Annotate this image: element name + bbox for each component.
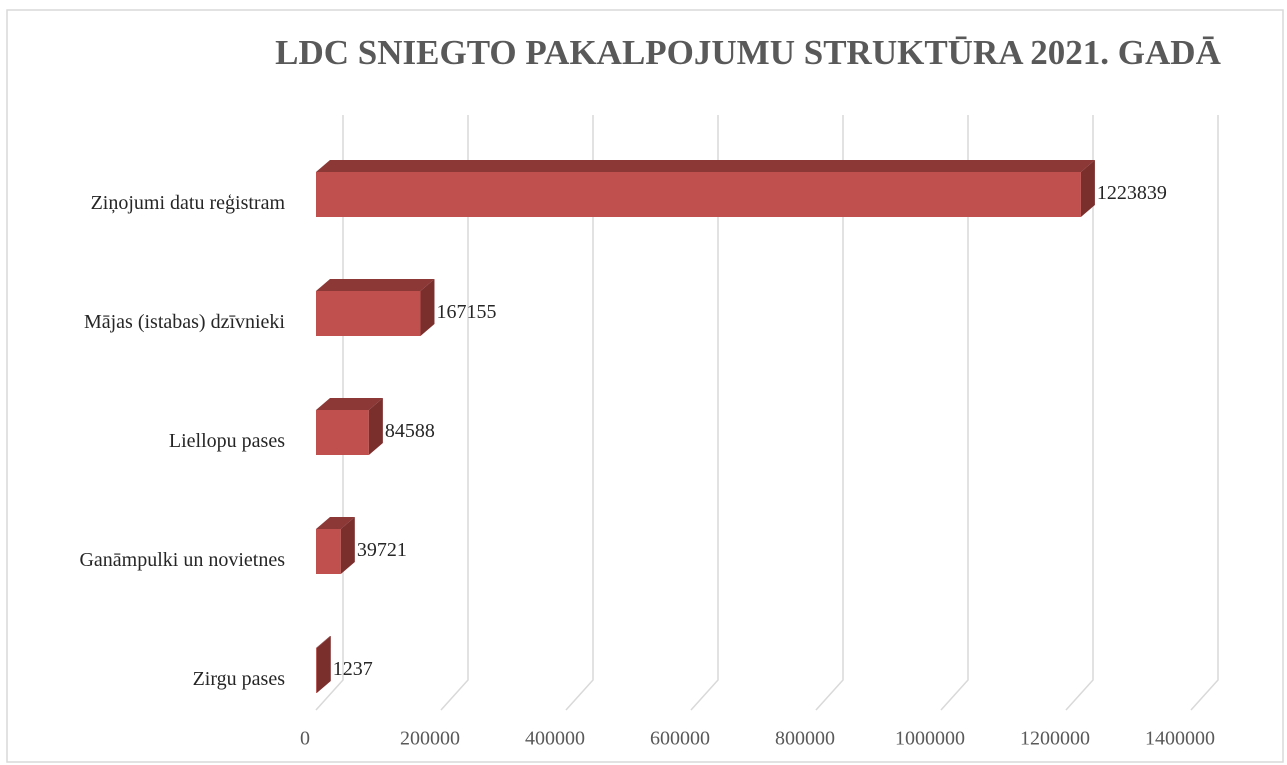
data-label: 1223839: [1097, 182, 1167, 204]
grid-line: [940, 115, 969, 711]
y-tick-label: Mājas (istabas) dzīvnieki: [84, 311, 285, 333]
x-tick-label: 200000: [400, 728, 460, 750]
y-tick-label: Zirgu pases: [193, 668, 286, 690]
y-tick-label: Ziņojumi datu reģistram: [91, 192, 286, 214]
data-label: 39721: [357, 539, 407, 561]
y-tick-label: Liellopu pases: [169, 430, 285, 452]
bar-side: [340, 517, 355, 574]
data-label: 1237: [333, 658, 373, 680]
bar: [316, 648, 317, 693]
bar-top: [316, 636, 331, 648]
grid-line: [565, 115, 594, 711]
grid-line: [815, 115, 844, 711]
bar-side: [368, 398, 383, 455]
x-tick-label: 0: [300, 728, 310, 750]
grid-line: [1065, 115, 1094, 711]
bar-top: [316, 160, 1095, 172]
bar-side: [1080, 160, 1095, 217]
bar-top: [316, 398, 383, 410]
grid-line: [1190, 115, 1219, 711]
x-tick-label: 800000: [775, 728, 835, 750]
data-label: 167155: [436, 301, 496, 323]
bar-side: [420, 279, 435, 336]
chart-border: [6, 9, 1284, 763]
x-tick-label: 1400000: [1145, 728, 1215, 750]
bar: [316, 172, 1081, 217]
chart-title: LDC SNIEGTO PAKALPOJUMU STRUKTŪRA 2021. …: [275, 33, 1221, 72]
bar: [316, 529, 341, 574]
x-tick-label: 400000: [525, 728, 585, 750]
bar: [316, 410, 369, 455]
y-tick-label: Ganāmpulki un novietnes: [79, 549, 285, 571]
x-tick-label: 600000: [650, 728, 710, 750]
x-tick-label: 1000000: [895, 728, 965, 750]
bar: [316, 291, 421, 336]
bar-top: [316, 517, 355, 529]
grid-line: [690, 115, 719, 711]
x-tick-label: 1200000: [1020, 728, 1090, 750]
grid-line: [440, 115, 469, 711]
bar-top: [316, 279, 435, 291]
data-label: 84588: [385, 420, 435, 442]
bar-side: [316, 636, 331, 693]
